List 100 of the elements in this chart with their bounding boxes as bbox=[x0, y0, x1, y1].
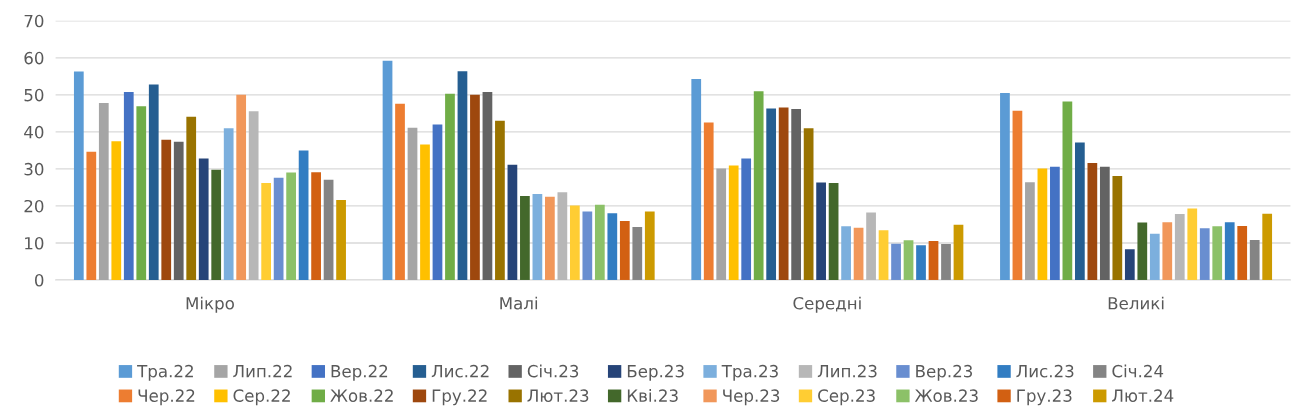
bar bbox=[223, 128, 234, 280]
bar bbox=[841, 226, 851, 280]
bar bbox=[148, 84, 159, 280]
bar bbox=[619, 221, 630, 280]
legend-label: Жов.22 bbox=[330, 389, 393, 402]
bar bbox=[828, 182, 839, 280]
legend-label: Бер.23 bbox=[627, 364, 684, 381]
bar bbox=[432, 124, 443, 280]
legend-label: Лип.23 bbox=[817, 364, 877, 378]
bar bbox=[1249, 239, 1260, 280]
bar bbox=[753, 91, 764, 280]
legend-label: Кві.23 bbox=[627, 389, 678, 402]
bar bbox=[803, 128, 814, 280]
bar bbox=[1187, 208, 1198, 280]
y-tick-label: 30 bbox=[24, 162, 44, 176]
bar bbox=[420, 144, 430, 280]
bar bbox=[161, 139, 172, 280]
y-tick-label: 60 bbox=[24, 51, 44, 65]
bar bbox=[766, 108, 777, 280]
bar bbox=[336, 200, 346, 280]
bar bbox=[198, 158, 209, 280]
y-tick-label: 10 bbox=[25, 236, 44, 250]
bar bbox=[778, 107, 789, 280]
legend-label: Сер.22 bbox=[233, 389, 290, 406]
legend-label: Лют.24 bbox=[1112, 389, 1174, 402]
legend-label: Гру.23 bbox=[1017, 389, 1072, 406]
bar bbox=[298, 150, 309, 280]
bar bbox=[953, 224, 964, 280]
bar bbox=[866, 212, 876, 280]
legend-label: Чер.23 bbox=[723, 389, 780, 406]
bar bbox=[1174, 214, 1185, 280]
bar bbox=[1112, 175, 1123, 280]
bar bbox=[1050, 166, 1060, 280]
bar bbox=[891, 243, 901, 280]
bar bbox=[791, 108, 802, 280]
legend-label: Гру.22 bbox=[432, 389, 487, 406]
bar bbox=[286, 172, 296, 280]
legend-label: Лют.23 bbox=[527, 389, 589, 402]
bar bbox=[941, 244, 951, 280]
legend-label: Лип.22 bbox=[233, 364, 292, 378]
bar bbox=[816, 182, 826, 280]
bar bbox=[1000, 93, 1010, 280]
bar bbox=[248, 111, 259, 280]
legend-label: Січ.24 bbox=[1112, 364, 1164, 378]
bar bbox=[86, 151, 97, 280]
bar bbox=[186, 116, 197, 280]
bar bbox=[1037, 168, 1048, 280]
bar bbox=[173, 141, 184, 280]
bar bbox=[1099, 166, 1110, 280]
bar bbox=[545, 196, 555, 280]
bar bbox=[1212, 226, 1223, 280]
legend-label: Січ.23 bbox=[527, 364, 579, 378]
legend-label: Тра.22 bbox=[137, 364, 193, 381]
bar bbox=[741, 158, 752, 280]
bar bbox=[261, 182, 272, 280]
legend-label: Жов.23 bbox=[914, 389, 978, 402]
x-tick-label: Великі bbox=[1108, 296, 1164, 310]
bar bbox=[507, 164, 518, 280]
bar bbox=[532, 194, 543, 280]
bar bbox=[853, 227, 864, 280]
legend-label: Лис.23 bbox=[1016, 364, 1074, 378]
x-tick-label: Мікро bbox=[186, 296, 234, 313]
x-tick-label: Малі bbox=[500, 296, 538, 310]
legend-label: Сер.23 bbox=[818, 389, 875, 406]
bar bbox=[644, 211, 655, 280]
bar bbox=[482, 91, 493, 280]
bar bbox=[236, 94, 247, 280]
x-tick-label: Середні bbox=[793, 296, 861, 313]
bar bbox=[1237, 225, 1248, 280]
y-tick-label: 0 bbox=[34, 273, 44, 287]
bar bbox=[569, 205, 580, 280]
bar bbox=[878, 230, 889, 280]
bar bbox=[520, 195, 530, 280]
bar bbox=[1012, 110, 1023, 280]
bar bbox=[407, 127, 418, 280]
bar bbox=[594, 204, 605, 280]
bar bbox=[1149, 233, 1160, 280]
bar bbox=[691, 78, 702, 280]
bar bbox=[557, 192, 568, 280]
bar bbox=[1124, 249, 1135, 280]
bar bbox=[1199, 228, 1210, 280]
legend-label: Лис.22 bbox=[431, 364, 489, 378]
legend-label: Тра.23 bbox=[721, 364, 778, 381]
bar bbox=[728, 165, 739, 280]
bar bbox=[73, 71, 84, 280]
bar bbox=[98, 102, 109, 280]
bar bbox=[123, 91, 134, 280]
bar bbox=[632, 227, 643, 280]
bar bbox=[457, 71, 468, 280]
bar bbox=[470, 94, 480, 280]
y-tick-label: 40 bbox=[24, 125, 44, 139]
legend-label: Вер.22 bbox=[331, 364, 388, 381]
bar bbox=[716, 168, 727, 280]
bar bbox=[1087, 162, 1098, 280]
y-tick-label: 50 bbox=[24, 88, 44, 102]
bar bbox=[928, 241, 939, 280]
bar bbox=[1137, 222, 1148, 280]
bar bbox=[111, 141, 122, 280]
legend-label: Чер.22 bbox=[138, 389, 195, 406]
bar bbox=[445, 93, 455, 280]
